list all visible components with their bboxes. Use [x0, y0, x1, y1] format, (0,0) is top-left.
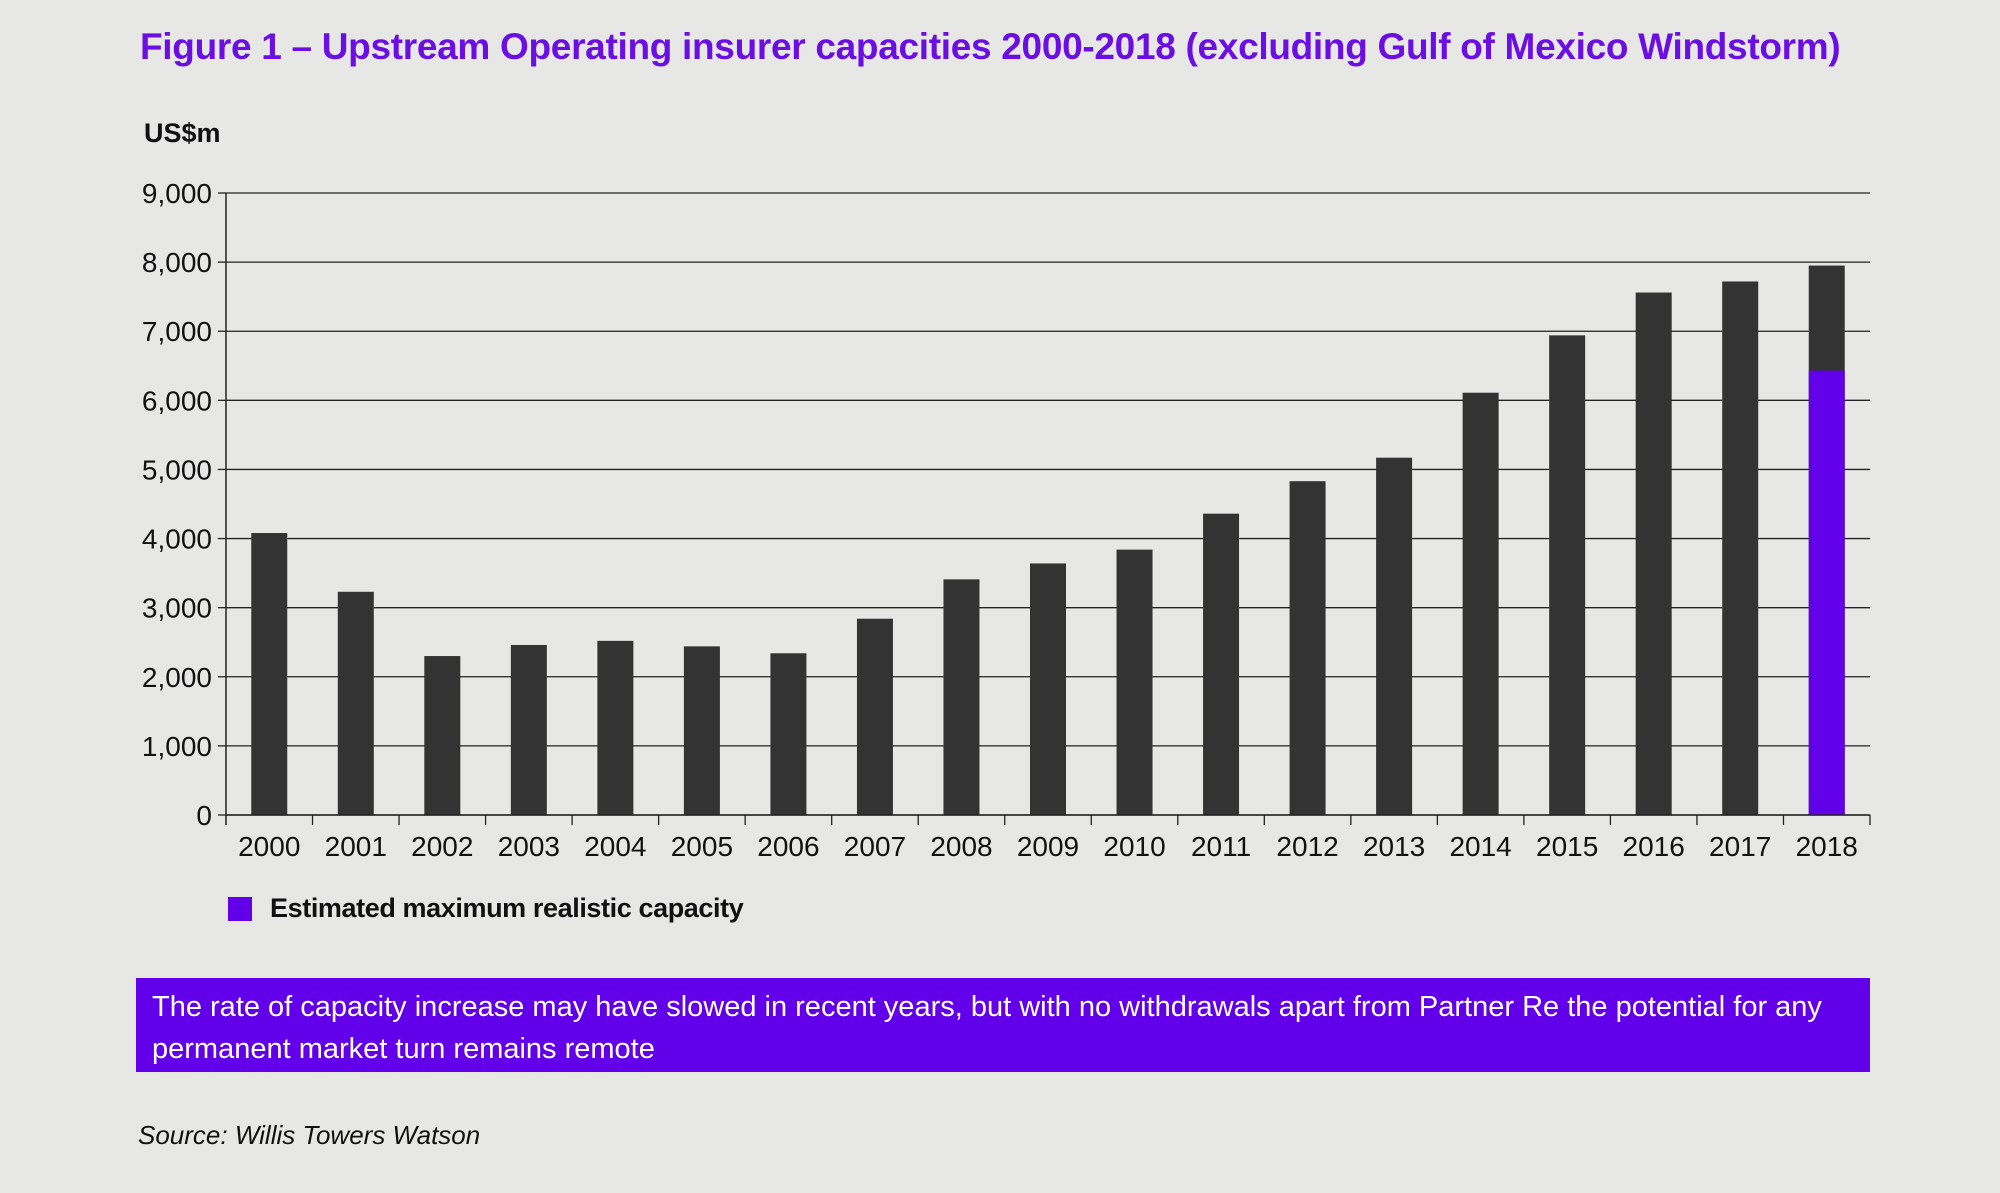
y-tick-label: 3,000	[142, 593, 212, 624]
bar-2002	[424, 656, 461, 815]
x-tick-label: 2016	[1623, 831, 1685, 862]
x-tick-label: 2009	[1017, 831, 1079, 862]
bar-2001	[337, 591, 374, 815]
bar-2018-estimated-max	[1808, 370, 1845, 815]
y-axis-unit-label: US$m	[144, 118, 221, 148]
legend-swatch	[228, 896, 252, 921]
x-tick-label: 2011	[1191, 831, 1251, 862]
y-tick-label: 4,000	[142, 524, 212, 555]
bar-2012	[1289, 481, 1326, 815]
bar-2006	[770, 653, 807, 815]
bar-2015	[1549, 335, 1586, 815]
callout-box: The rate of capacity increase may have s…	[136, 978, 1870, 1072]
x-tick-labels: 2000 2001 2002 2003 2004 2005 2006 2007 2008 2009…	[238, 831, 1858, 862]
x-tick-label: 2015	[1536, 831, 1598, 862]
x-tick-label: 2012	[1276, 831, 1338, 862]
y-tick-labels: 0 1,000 2,000 3,000 4,000 5,000 6,000 7,000 8,00…	[142, 178, 212, 831]
y-tick-label: 0	[196, 800, 212, 831]
y-tick-label: 9,000	[142, 178, 212, 209]
bar-2016	[1635, 292, 1672, 815]
x-tick-label: 2003	[498, 831, 560, 862]
bar-chart: 0 1,000 2,000 3,000 4,000 5,000 6,000 7,000 8,00…	[142, 178, 1871, 862]
bar-2013	[1376, 457, 1413, 815]
y-tick-label: 6,000	[142, 385, 212, 416]
bar-2004	[597, 640, 634, 815]
x-tick-label: 2014	[1449, 831, 1511, 862]
bar-2005	[683, 646, 720, 815]
x-tick-label: 2013	[1363, 831, 1425, 862]
bar-2011	[1203, 513, 1240, 815]
bar-2009	[1030, 563, 1066, 815]
source-note: Source: Willis Towers Watson	[138, 1120, 481, 1150]
bar-2010	[1116, 549, 1153, 815]
y-tick-label: 8,000	[142, 247, 212, 278]
chart-title: Figure 1 – Upstream Operating insurer ca…	[140, 26, 1841, 67]
x-tick-label: 2018	[1796, 831, 1858, 862]
x-tick-label: 2005	[671, 831, 733, 862]
y-tick-label: 5,000	[142, 454, 212, 485]
legend: Estimated maximum realistic capacity	[228, 893, 744, 924]
x-tick-label: 2002	[411, 831, 473, 862]
axes	[225, 193, 1871, 825]
y-tick-label: 2,000	[142, 662, 212, 693]
bar-2008	[943, 579, 980, 815]
bar-2017	[1722, 281, 1759, 815]
y-tick-label: 1,000	[142, 731, 212, 762]
bar-2000	[251, 533, 288, 815]
bar-2003	[510, 644, 547, 815]
legend-label: Estimated maximum realistic capacity	[270, 893, 744, 923]
x-tick-label: 2000	[238, 831, 300, 862]
bar-2014	[1462, 392, 1499, 815]
x-tick-label: 2007	[844, 831, 906, 862]
bar-2007	[856, 618, 893, 815]
x-tick-label: 2001	[325, 831, 387, 862]
x-tick-label: 2017	[1709, 831, 1771, 862]
x-tick-label: 2008	[930, 831, 992, 862]
x-tick-label: 2004	[584, 831, 646, 862]
x-tick-label: 2010	[1103, 831, 1165, 862]
x-tick-label: 2006	[757, 831, 819, 862]
y-tick-label: 7,000	[142, 316, 212, 347]
bars	[251, 265, 1845, 816]
